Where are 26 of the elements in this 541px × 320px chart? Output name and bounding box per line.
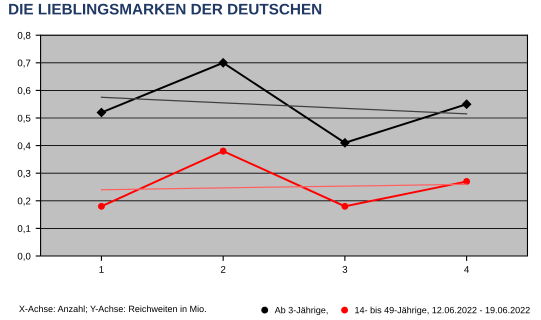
line-series bbox=[100, 96, 468, 114]
y-tick-label: 0,4 bbox=[18, 142, 31, 150]
y-tick-label: 0,5 bbox=[18, 114, 30, 123]
y-tick-label: 0,3 bbox=[18, 170, 30, 178]
x-tick-label: 2 bbox=[220, 266, 226, 273]
y-tick-label: 0,2 bbox=[18, 198, 30, 206]
point bbox=[463, 178, 470, 185]
point bbox=[96, 108, 106, 118]
point bbox=[462, 100, 472, 109]
point bbox=[218, 58, 228, 68]
y-tick-label: 0,0 bbox=[18, 252, 30, 261]
x-tick-label: 3 bbox=[342, 266, 348, 273]
point bbox=[340, 138, 350, 148]
y-tick-label: 0,1 bbox=[18, 225, 30, 234]
chart-title: DIE LIEBLINGSMARKEN DER DEUTSCHEN bbox=[9, 4, 322, 15]
point bbox=[98, 202, 105, 210]
y-tick-label: 0,8 bbox=[18, 32, 30, 40]
point bbox=[341, 202, 348, 210]
x-tick-label: 1 bbox=[99, 266, 104, 273]
point bbox=[220, 148, 227, 155]
x-tick-label: 4 bbox=[464, 266, 470, 273]
y-tick-label: 0,7 bbox=[18, 60, 30, 68]
legend-label: 14- bis 49-Jährige, 12.06.2022 - 19.06.2022 bbox=[355, 306, 530, 316]
y-tick-label: 0,6 bbox=[18, 87, 30, 96]
legend-label: Ab 3-Jährige, bbox=[274, 306, 328, 316]
text: X-Achse: Anzahl; Y-Achse: Reichweiten in Mio. bbox=[19, 305, 206, 314]
